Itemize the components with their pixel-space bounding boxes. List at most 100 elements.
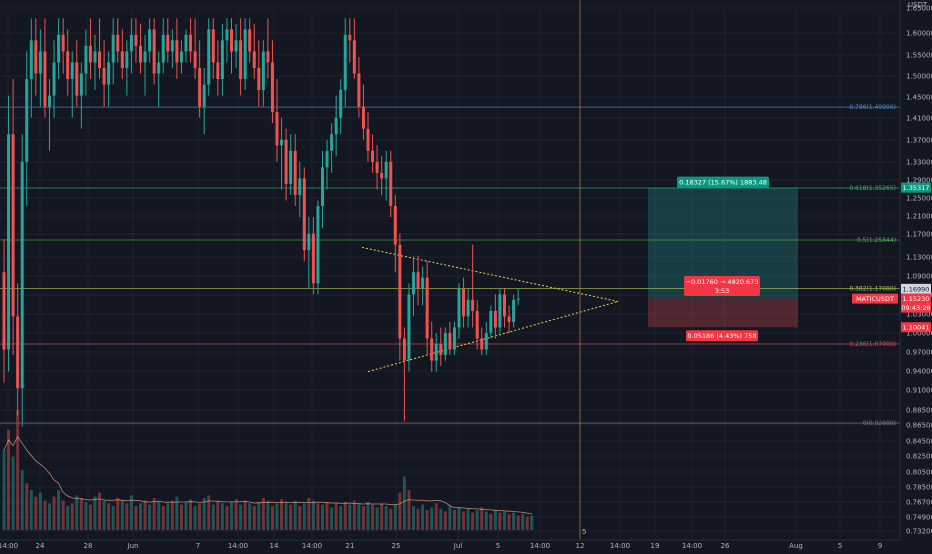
- triangle-pattern[interactable]: [361, 246, 619, 373]
- candle-body: [357, 73, 361, 107]
- fib-level-label: 0.618(1.35265): [849, 185, 896, 192]
- candle-body: [79, 73, 83, 96]
- candle-body: [352, 40, 356, 74]
- price-tick-label: 1.17000: [906, 231, 932, 239]
- candle-body: [139, 45, 142, 63]
- candle-body: [16, 316, 20, 389]
- price-tick-label: 1.33000: [906, 159, 932, 167]
- volume-bar: [48, 503, 51, 530]
- candle-body: [425, 277, 429, 339]
- candle-body: [493, 310, 497, 328]
- volume-bar: [79, 498, 83, 530]
- position-box[interactable]: [648, 187, 798, 328]
- candle-body: [434, 344, 438, 361]
- price-tick-label: 1.55000: [906, 52, 932, 60]
- candle-body: [389, 161, 393, 206]
- price-tick-label: 1.13000: [906, 254, 932, 262]
- fib-retracement[interactable]: 0.786(1.49906) 0.618(1.35265) 0.5(1.25844)…: [0, 104, 900, 427]
- candle-body: [457, 288, 461, 328]
- volume-bar: [70, 503, 74, 530]
- volume-bar: [430, 507, 434, 530]
- volume-bar: [361, 506, 365, 530]
- volume-bar: [111, 506, 115, 530]
- volume-bar: [416, 508, 420, 530]
- candle-body: [284, 139, 288, 184]
- volume-bar: [220, 503, 224, 530]
- candle-body: [361, 106, 365, 129]
- volume-bar: [207, 495, 211, 530]
- volume-bar: [348, 504, 352, 530]
- candle-body: [84, 45, 88, 74]
- volume-bar: [152, 498, 156, 530]
- volume-bar: [439, 508, 443, 530]
- candle-body: [48, 95, 51, 107]
- volume-bar: [325, 502, 329, 530]
- volume-bar: [189, 499, 193, 530]
- price-axis[interactable]: 1.65000 1.60000 1.55000 1.50000 1.45000 1.410…: [899, 0, 932, 540]
- candle-body: [512, 299, 516, 322]
- candle-body: [170, 40, 174, 52]
- candle-body: [466, 299, 470, 317]
- price-badge: 09:43:28: [901, 304, 930, 312]
- triangle-lower-line: [367, 301, 619, 373]
- pnl-sub-label: 3:53: [715, 287, 730, 295]
- volume-bar: [38, 492, 42, 530]
- volume-bar: [57, 490, 61, 530]
- candle-body: [348, 34, 352, 41]
- volume-bar: [398, 492, 402, 530]
- volume-bar: [84, 502, 88, 530]
- time-tick-label: 19: [651, 542, 660, 550]
- candle-body: [216, 62, 220, 80]
- volume-bar: [521, 514, 525, 530]
- candle-body: [175, 40, 179, 63]
- time-tick-label: 14:00: [682, 542, 702, 550]
- time-tick-label: 24: [36, 542, 45, 550]
- price-tick-label: 1.25000: [906, 195, 932, 203]
- time-axis[interactable]: 14:00 24 28 Jun 7 14:00 14 14:00 21 25 Jul 5 14:00 12…: [0, 539, 900, 550]
- volume-bar: [498, 512, 502, 530]
- candle-body: [11, 134, 15, 317]
- volume-bar: [448, 506, 452, 530]
- volume-bar: [93, 496, 97, 530]
- candle-body: [243, 29, 247, 80]
- candle-body: [129, 34, 133, 52]
- reward-label-bg: [677, 176, 769, 188]
- time-tick-label: 28: [84, 542, 93, 550]
- candle-body: [443, 332, 447, 356]
- candle-body: [102, 67, 106, 85]
- candle-body: [202, 84, 206, 107]
- vertical-line-label: 5: [582, 528, 586, 536]
- candle-body: [366, 128, 370, 151]
- candle-body: [257, 67, 261, 91]
- candle-body: [179, 51, 183, 63]
- volume-bar: [120, 500, 124, 530]
- volume-bar: [357, 503, 361, 530]
- candle-body: [7, 134, 11, 350]
- volume-bar: [170, 500, 174, 530]
- candle-body: [111, 34, 115, 63]
- volume-bar: [161, 506, 165, 530]
- vertical-marker[interactable]: 5: [579, 0, 586, 540]
- time-tick-label: 5: [496, 542, 500, 550]
- volume-bar: [484, 511, 488, 530]
- candle-body: [239, 40, 243, 80]
- position-labels: 0.18327 (15.67%) 1883.48 −0.01760 → 4820.…: [677, 176, 769, 342]
- risk-label-bg: [686, 330, 758, 342]
- candle-body: [25, 79, 29, 162]
- time-tick-label: 14:00: [228, 542, 248, 550]
- volume-bar: [462, 511, 466, 530]
- candle-body: [193, 51, 197, 68]
- volume-bar: [157, 502, 161, 530]
- fib-level-label: 0(0.92680): [863, 420, 896, 427]
- volume-bar: [503, 511, 506, 530]
- volume-bar: [184, 502, 188, 530]
- volume-ma-line: [3, 435, 532, 514]
